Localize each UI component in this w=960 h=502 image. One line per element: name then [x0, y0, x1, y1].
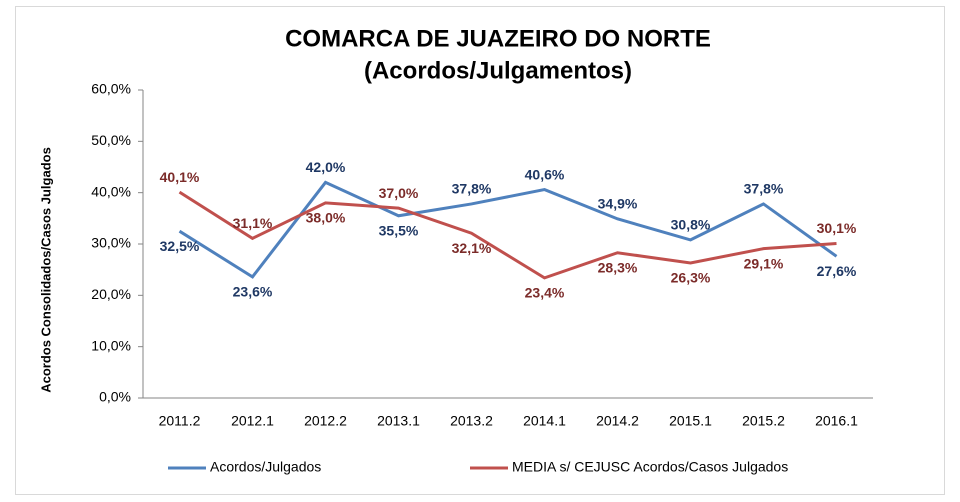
x-tick-label: 2014.1: [523, 413, 566, 429]
x-tick-label: 2014.2: [596, 413, 639, 429]
x-tick-label: 2012.2: [304, 413, 347, 429]
x-tick-label: 2015.1: [669, 413, 712, 429]
data-label: 37,8%: [452, 181, 492, 197]
data-label: 32,1%: [452, 240, 492, 256]
data-label: 30,8%: [671, 217, 711, 233]
data-label: 38,0%: [306, 210, 346, 226]
y-tick-label: 40,0%: [91, 183, 131, 199]
data-label: 31,1%: [233, 215, 273, 231]
data-label: 27,6%: [817, 263, 857, 279]
series-line: [178, 180, 838, 279]
y-tick-label: 30,0%: [91, 235, 131, 251]
data-label: 28,3%: [598, 259, 638, 275]
data-label: 29,1%: [744, 255, 784, 271]
data-label: 42,0%: [306, 159, 346, 175]
chart-title: (Acordos/Julgamentos): [364, 57, 632, 84]
data-label: 40,6%: [525, 166, 565, 182]
chart-title: COMARCA DE JUAZEIRO DO NORTE: [285, 25, 711, 52]
data-label: 23,4%: [525, 285, 565, 301]
x-tick-label: 2015.2: [742, 413, 785, 429]
x-tick-label: 2016.1: [815, 413, 858, 429]
data-label: 23,6%: [233, 284, 273, 300]
data-label: 37,0%: [379, 185, 419, 201]
data-label: 30,1%: [817, 220, 857, 236]
data-label: 37,8%: [744, 181, 784, 197]
x-tick-label: 2012.1: [231, 413, 274, 429]
data-label: 40,1%: [160, 169, 200, 185]
data-label: 26,3%: [671, 270, 711, 286]
series-line: [178, 190, 837, 280]
y-tick-label: 50,0%: [91, 132, 131, 148]
x-tick-label: 2013.2: [450, 413, 493, 429]
y-tick-label: 60,0%: [91, 81, 131, 97]
data-label: 34,9%: [598, 196, 638, 212]
legend-label: Acordos/Julgados: [210, 459, 321, 475]
y-tick-label: 0,0%: [99, 389, 131, 405]
data-label: 32,5%: [160, 238, 200, 254]
chart-border: [15, 6, 945, 495]
x-tick-label: 2011.2: [159, 413, 201, 429]
y-axis-title: Acordos Consolidados/Casos Julgados: [38, 147, 53, 393]
y-tick-label: 20,0%: [91, 286, 131, 302]
data-label: 35,5%: [379, 222, 419, 238]
x-tick-label: 2013.1: [377, 413, 420, 429]
legend-label: MEDIA s/ CEJUSC Acordos/Casos Julgados: [512, 459, 788, 475]
y-tick-label: 10,0%: [91, 337, 131, 353]
